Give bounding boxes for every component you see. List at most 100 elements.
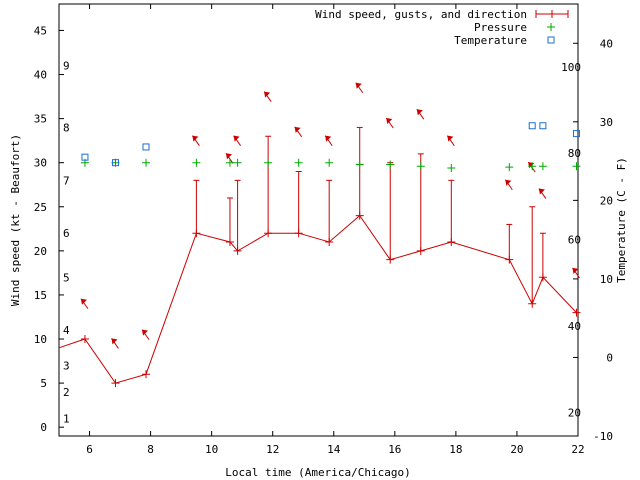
legend-pressure-swatch	[547, 23, 555, 31]
pressure-point	[447, 163, 456, 172]
y-tick-label: 0	[40, 421, 47, 434]
pressure-point	[192, 158, 201, 167]
fahrenheit-label: 60	[568, 234, 581, 247]
pressure-point	[538, 162, 547, 171]
temperature-point	[572, 130, 580, 138]
wind-direction-arrowhead	[294, 126, 301, 133]
beaufort-scale: 1 2 3 4 5 6 7 8 9	[63, 60, 70, 426]
y-tick-label: 10	[34, 333, 47, 346]
legend-temperature-swatch	[547, 36, 555, 44]
pressure-point	[572, 162, 581, 171]
legend-temperature-label: Temperature	[454, 34, 527, 47]
wind-direction-arrowhead	[386, 118, 393, 125]
fahrenheit-scale: 20 40 60 80 100	[561, 61, 581, 420]
wind-direction-arrowhead	[111, 338, 118, 345]
wind-series	[58, 82, 581, 388]
pressure-point	[416, 162, 425, 171]
wind-speed-point	[142, 370, 151, 379]
y2-tick-label: 0	[606, 351, 613, 364]
legend-wind-plus	[548, 10, 556, 18]
y-axis-label: Wind speed (kt - Beaufort)	[9, 134, 22, 306]
axis-ticks: 6 8 10 12 14 16 18 20 22051015202530354045-10010…	[34, 4, 613, 456]
wind-direction-arrowhead	[80, 298, 87, 305]
x-tick-label: 10	[205, 443, 218, 456]
wind-direction-arrowhead	[355, 82, 362, 89]
y2-tick-label: 20	[600, 194, 613, 207]
beaufort-label: 4	[63, 324, 70, 337]
y2-axis-label: Temperature (C - F)	[615, 157, 628, 283]
y-tick-label: 40	[34, 69, 47, 82]
wind-direction-arrowhead	[416, 109, 423, 116]
wind-direction-arrowhead	[572, 267, 579, 274]
y-tick-label: 15	[34, 289, 47, 302]
plot-frame	[58, 3, 579, 437]
wind-direction-arrowhead	[233, 135, 240, 142]
legend-wind-label: Wind speed, gusts, and direction	[315, 8, 527, 21]
y2-tick-label: 40	[600, 37, 613, 50]
x-tick-label: 8	[147, 443, 154, 456]
beaufort-label: 1	[63, 412, 70, 425]
plot-border	[58, 3, 579, 437]
beaufort-label: 5	[63, 271, 70, 284]
y-tick-label: 20	[34, 245, 47, 258]
pressure-point	[325, 158, 334, 167]
x-tick-label: 16	[388, 443, 401, 456]
pressure-series	[80, 158, 581, 172]
y-tick-label: 45	[34, 24, 47, 37]
x-tick-label: 20	[510, 443, 523, 456]
x-tick-label: 12	[266, 443, 279, 456]
legend-wind-swatch	[535, 10, 569, 18]
wind-speed-point	[111, 379, 120, 388]
x-tick-label: 6	[86, 443, 93, 456]
beaufort-label: 2	[63, 386, 70, 399]
wind-direction-arrowhead	[142, 329, 149, 336]
y2-tick-label: -10	[593, 430, 613, 443]
temperature-point	[111, 159, 119, 167]
fahrenheit-label: 20	[568, 406, 581, 419]
wind-direction-arrowhead	[505, 179, 512, 186]
temperature-point	[142, 143, 150, 151]
y2-tick-label: 10	[600, 273, 613, 286]
beaufort-label: 6	[63, 227, 70, 240]
fahrenheit-label: 100	[561, 61, 581, 74]
wind-direction-arrowhead	[264, 91, 271, 98]
pressure-point	[264, 158, 273, 167]
beaufort-label: 7	[63, 174, 70, 187]
y-tick-label: 5	[40, 377, 47, 390]
legend-pressure-label: Pressure	[474, 21, 527, 34]
x-tick-label: 14	[327, 443, 341, 456]
wind-direction-arrowhead	[225, 153, 232, 160]
pressure-point	[142, 158, 151, 167]
beaufort-label: 8	[63, 121, 70, 134]
beaufort-label: 3	[63, 359, 70, 372]
pressure-point	[233, 158, 242, 167]
pressure-point	[225, 158, 234, 167]
legend: Wind speed, gusts, and direction Pressur…	[315, 8, 569, 47]
y-tick-label: 25	[34, 201, 47, 214]
pressure-point	[505, 163, 514, 172]
pressure-point	[294, 158, 303, 167]
pressure-point	[528, 162, 537, 171]
pressure-point	[355, 160, 364, 169]
temperature-point	[539, 122, 547, 130]
x-tick-label: 22	[571, 443, 584, 456]
legend-temperature-box	[547, 36, 555, 44]
wind-speed-point	[572, 308, 581, 317]
temperature-series	[81, 122, 580, 167]
fahrenheit-label: 80	[568, 147, 581, 160]
y-tick-label: 35	[34, 113, 47, 126]
y-tick-label: 30	[34, 157, 47, 170]
temperature-point	[528, 122, 536, 130]
x-tick-label: 18	[449, 443, 462, 456]
wind-speed-line	[58, 214, 577, 384]
legend-pressure-plus	[547, 23, 555, 31]
pressure-point	[386, 160, 395, 169]
x-axis-label: Local time (America/Chicago)	[225, 466, 410, 479]
y2-tick-label: 30	[600, 116, 613, 129]
wind-direction-arrowhead	[192, 135, 199, 142]
wind-speed-point	[80, 335, 89, 344]
temperature-point	[81, 153, 89, 161]
wind-direction-arrowhead	[325, 135, 332, 142]
wind-direction-arrowhead	[447, 135, 454, 142]
